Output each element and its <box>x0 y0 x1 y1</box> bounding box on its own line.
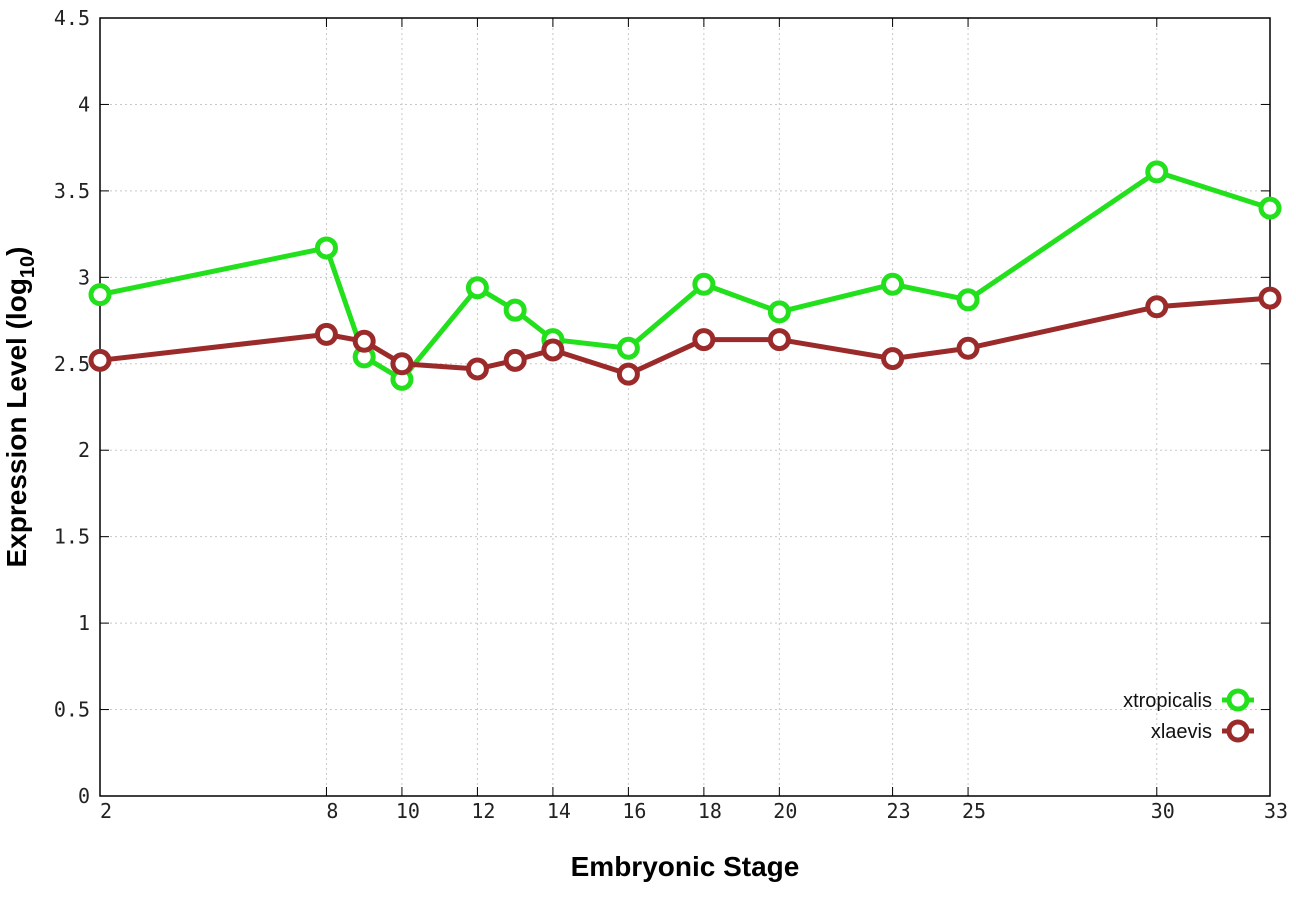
x-tick-label: 16 <box>622 799 646 823</box>
x-tick-label: 33 <box>1264 799 1288 823</box>
series-xtropicalis <box>88 160 1282 391</box>
data-point-xlaevis <box>767 328 791 352</box>
x-tick-label: 18 <box>698 799 722 823</box>
y-tick-label: 4.5 <box>54 6 90 30</box>
y-axis-title: Expression Level (log10) <box>1 247 39 568</box>
data-point-xlaevis <box>881 347 905 371</box>
data-point-xtropicalis <box>88 283 112 307</box>
data-point-xlaevis <box>352 329 376 353</box>
legend-label-xtropicalis: xtropicalis <box>1123 690 1212 712</box>
data-point-xlaevis <box>616 362 640 386</box>
data-point-xlaevis <box>1145 295 1169 319</box>
legend-label-xlaevis: xlaevis <box>1151 721 1212 743</box>
x-tick-label: 23 <box>887 799 911 823</box>
x-axis-title: Embryonic Stage <box>571 851 800 882</box>
y-axis-title-main: Expression Level (log <box>1 278 32 567</box>
y-tick-label: 2.5 <box>54 352 90 376</box>
plot-frame <box>99 17 1271 797</box>
legend-marker-xlaevis <box>1226 719 1250 743</box>
axis-ticks: 0 0.5 1 1.5 2 2.5 3 3.5 4 4.5 2 8 10 12 14 16 18 20 23 25 30… <box>54 6 1288 823</box>
y-tick-label: 3 <box>78 265 90 289</box>
grid <box>100 18 1270 796</box>
data-point-xtropicalis <box>692 272 716 296</box>
data-point-xtropicalis <box>956 288 980 312</box>
data-point-xlaevis <box>541 338 565 362</box>
data-point-xlaevis <box>314 322 338 346</box>
data-point-xlaevis <box>88 348 112 372</box>
x-tick-label: 12 <box>471 799 495 823</box>
series-layer <box>88 160 1282 391</box>
data-point-xtropicalis <box>616 336 640 360</box>
y-tick-label: 1.5 <box>54 525 90 549</box>
y-tick-label: 0.5 <box>54 698 90 722</box>
x-tick-label: 2 <box>100 799 112 823</box>
y-tick-label: 3.5 <box>54 179 90 203</box>
y-tick-label: 1 <box>78 611 90 635</box>
data-point-xtropicalis <box>314 236 338 260</box>
x-tick-label: 10 <box>396 799 420 823</box>
data-point-xlaevis <box>465 357 489 381</box>
x-tick-label: 25 <box>962 799 986 823</box>
x-tick-label: 30 <box>1151 799 1175 823</box>
data-point-xtropicalis <box>465 276 489 300</box>
data-point-xlaevis <box>956 336 980 360</box>
x-tick-label: 14 <box>547 799 571 823</box>
y-axis-title-close: ) <box>1 247 32 256</box>
data-point-xtropicalis <box>767 300 791 324</box>
y-axis-title-subscript: 10 <box>17 256 39 278</box>
data-point-xtropicalis <box>1258 196 1282 220</box>
data-point-xtropicalis <box>503 298 527 322</box>
data-point-xlaevis <box>390 352 414 376</box>
x-tick-label: 8 <box>326 799 338 823</box>
y-tick-label: 2 <box>78 438 90 462</box>
y-tick-label: 0 <box>78 784 90 808</box>
data-point-xtropicalis <box>1145 160 1169 184</box>
data-point-xlaevis <box>692 328 716 352</box>
data-point-xlaevis <box>503 348 527 372</box>
series-line-xlaevis <box>99 295 1271 377</box>
x-tick-label: 20 <box>773 799 797 823</box>
series-xlaevis <box>88 286 1282 386</box>
data-point-xlaevis <box>1258 286 1282 310</box>
y-tick-label: 4 <box>78 92 90 116</box>
data-point-xtropicalis <box>881 272 905 296</box>
legend-marker-xtropicalis <box>1226 688 1250 712</box>
legend: xtropicalis xlaevis <box>1123 688 1254 743</box>
